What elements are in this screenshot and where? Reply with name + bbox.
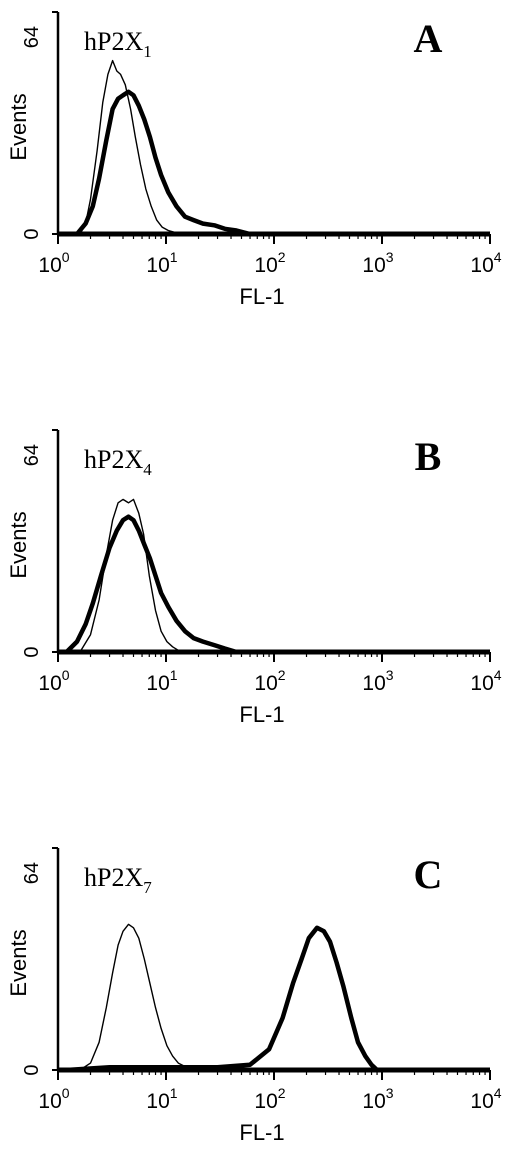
- receptor-title: hP2X4: [84, 445, 152, 479]
- x-tick-label: 104: [470, 667, 501, 695]
- x-tick-label: 104: [470, 1085, 501, 1113]
- histogram-series-thick: [64, 514, 239, 655]
- panel-letter: B: [415, 434, 442, 479]
- histogram-series-thick: [74, 89, 253, 237]
- y-axis-title: Events: [6, 511, 31, 578]
- x-tick-label: 102: [254, 249, 285, 277]
- x-tick-label: 103: [362, 1085, 393, 1113]
- x-tick-label: 104: [470, 249, 501, 277]
- x-tick-label: 101: [146, 667, 177, 695]
- x-tick-label: 101: [146, 249, 177, 277]
- x-axis-title: FL-1: [239, 702, 284, 727]
- histogram-series-thick: [64, 925, 380, 1073]
- y-tick-label: 0: [21, 646, 43, 657]
- x-axis-title: FL-1: [239, 1120, 284, 1145]
- panel-C: 100 101 102 103 104 0 64 Events FL-1 hP2X7 C: [6, 847, 502, 1145]
- histogram-series-thin: [79, 59, 183, 235]
- y-axis-title: Events: [6, 929, 31, 996]
- histogram-series-thin: [79, 923, 195, 1071]
- panel-letter: C: [414, 852, 443, 897]
- y-tick-label: 0: [21, 228, 43, 239]
- y-tick-label: 64: [21, 26, 43, 48]
- panel-letter: A: [414, 16, 443, 61]
- x-tick-label: 100: [38, 249, 69, 277]
- x-tick-label: 103: [362, 249, 393, 277]
- x-tick-label: 100: [38, 667, 69, 695]
- y-tick-label: 64: [21, 444, 43, 466]
- y-axis-title: Events: [6, 93, 31, 160]
- x-tick-label: 102: [254, 667, 285, 695]
- x-tick-label: 103: [362, 667, 393, 695]
- y-tick-label: 0: [21, 1064, 43, 1075]
- receptor-title: hP2X7: [84, 863, 152, 897]
- panel-A: 100 101 102 103 104 0 64 Events FL-1 hP2X1 A: [6, 11, 502, 309]
- x-axis-title: FL-1: [239, 284, 284, 309]
- receptor-title: hP2X1: [84, 27, 152, 61]
- x-tick-label: 100: [38, 1085, 69, 1113]
- x-tick-label: 101: [146, 1085, 177, 1113]
- panel-B: 100 101 102 103 104 0 64 Events FL-1 hP2X4 B: [6, 429, 502, 727]
- y-tick-label: 64: [21, 862, 43, 884]
- x-tick-label: 102: [254, 1085, 285, 1113]
